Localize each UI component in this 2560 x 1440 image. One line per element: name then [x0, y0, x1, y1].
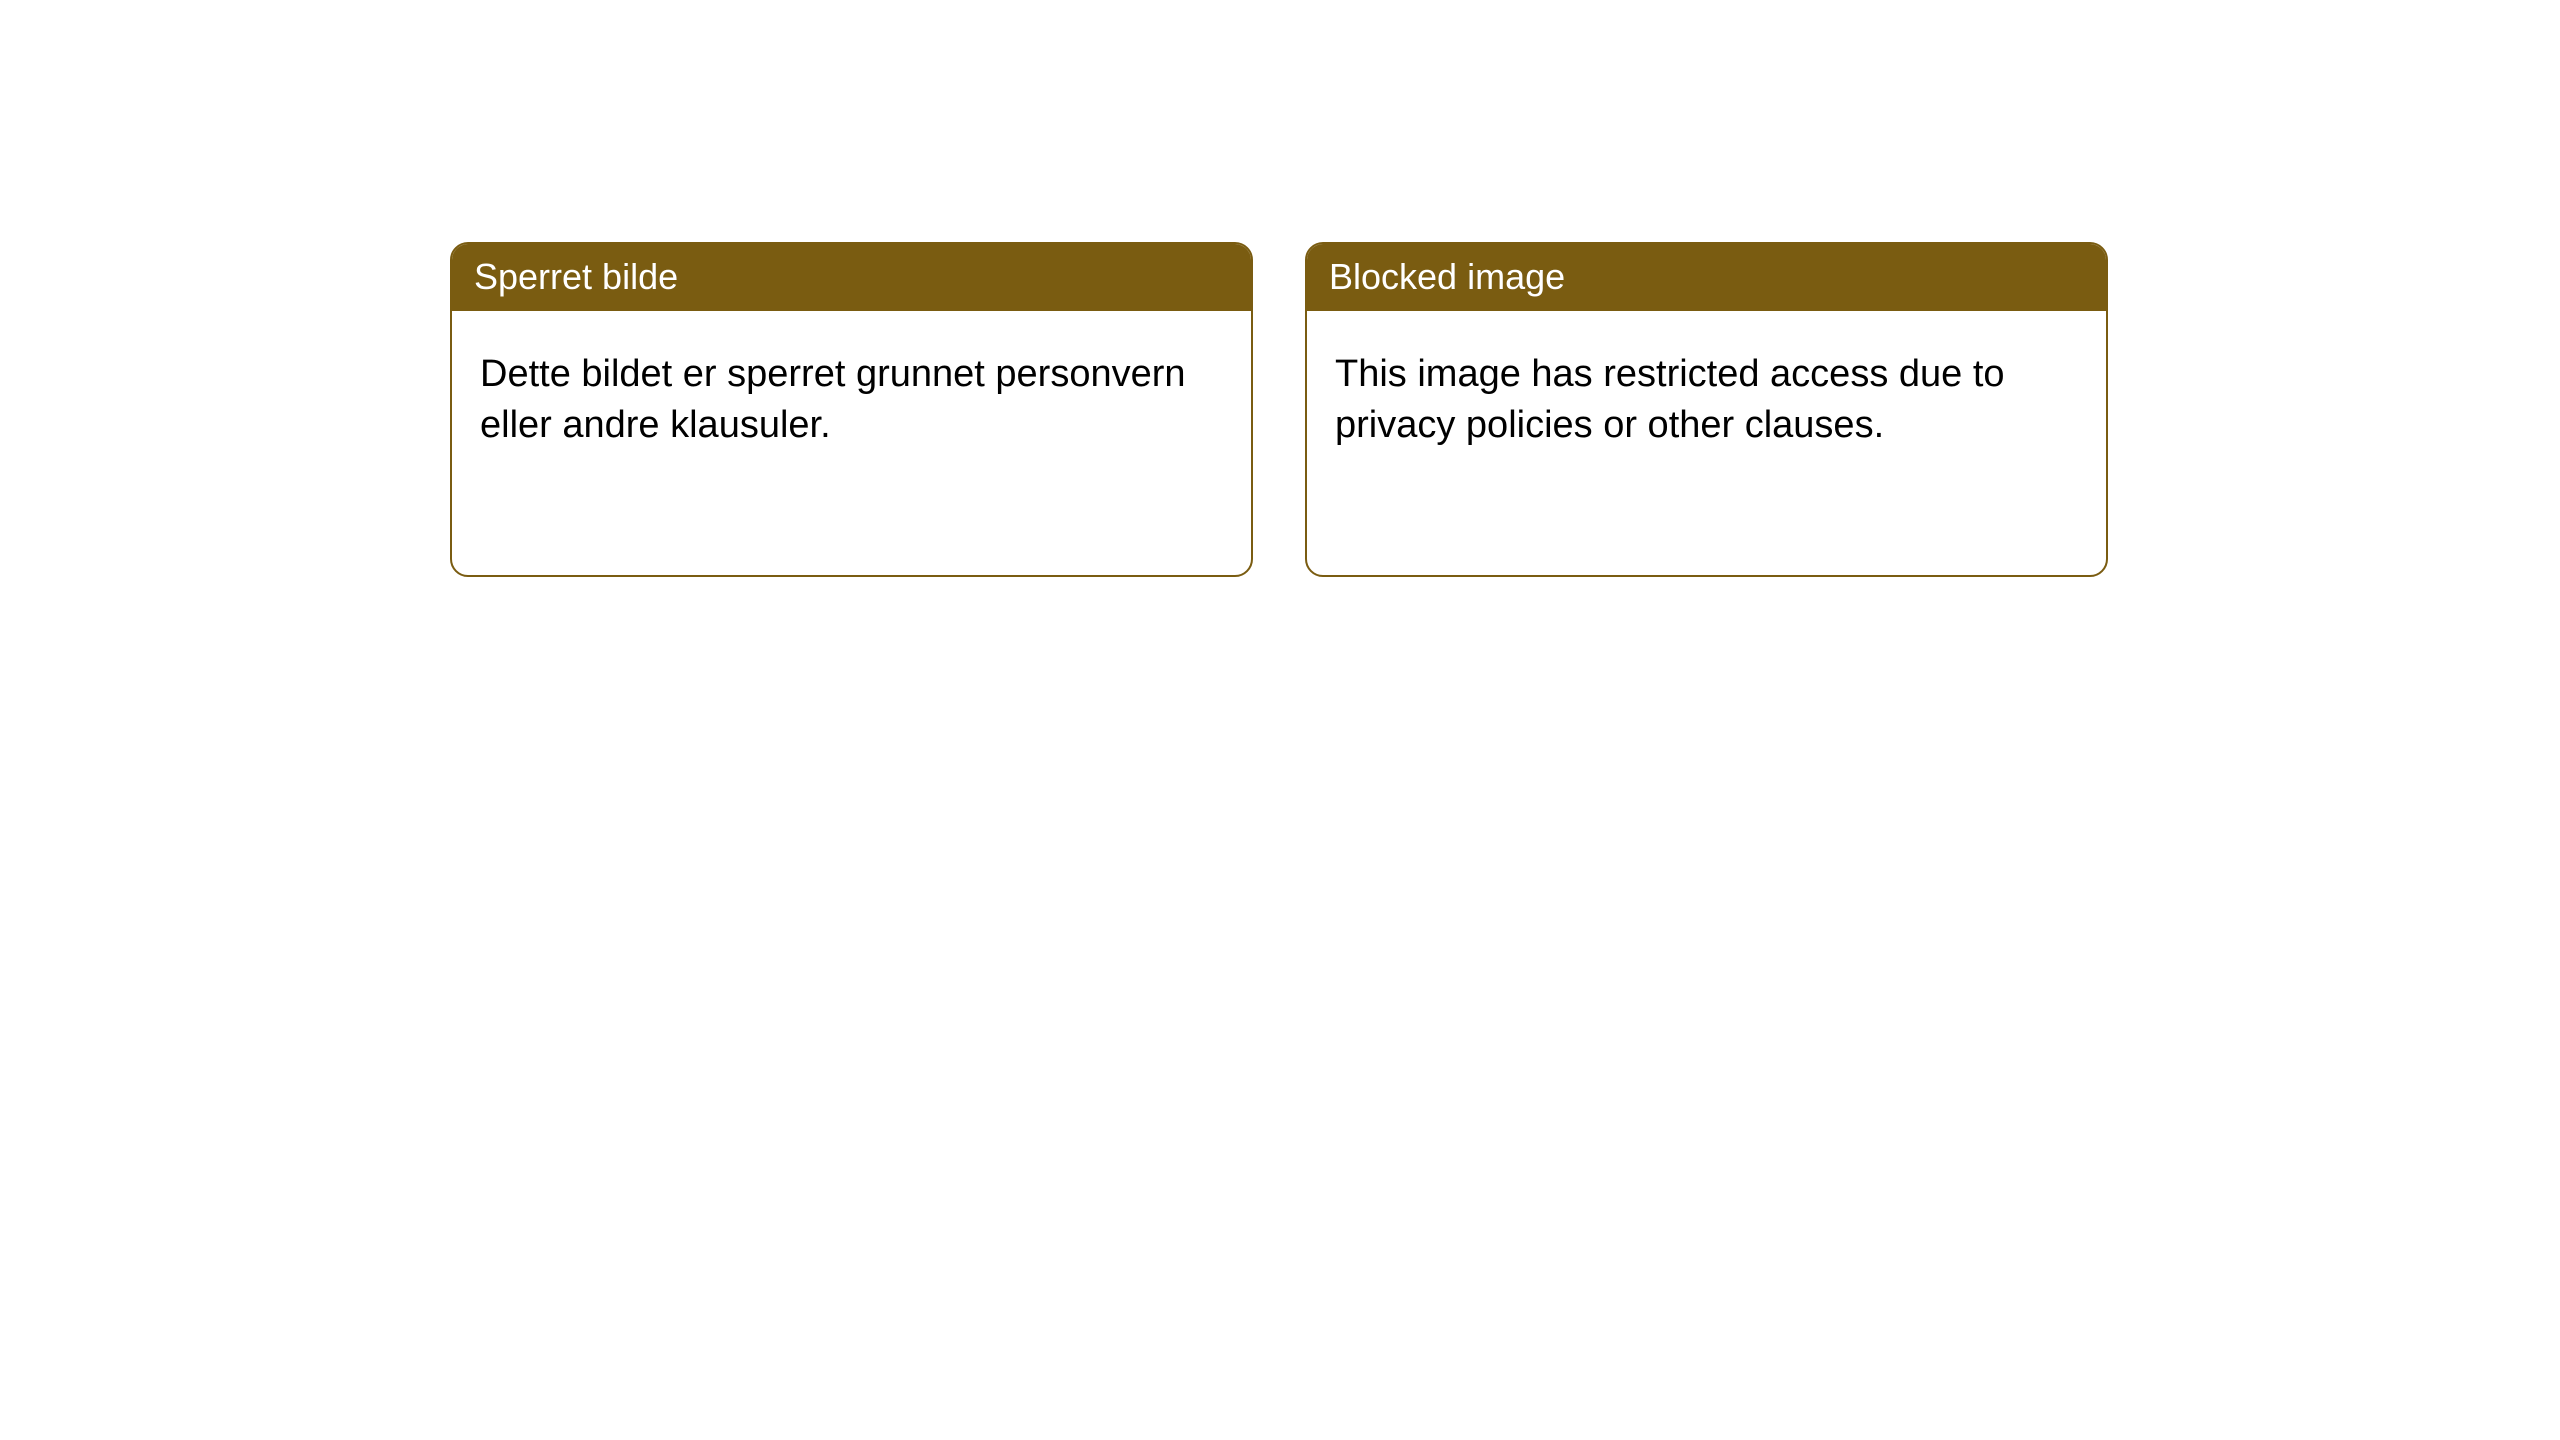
- notice-title-english: Blocked image: [1329, 256, 1565, 297]
- notice-header-norwegian: Sperret bilde: [452, 244, 1251, 311]
- notice-text-english: This image has restricted access due to …: [1335, 353, 2005, 446]
- notice-header-english: Blocked image: [1307, 244, 2106, 311]
- notice-body-norwegian: Dette bildet er sperret grunnet personve…: [452, 311, 1251, 480]
- notice-box-english: Blocked image This image has restricted …: [1305, 242, 2108, 577]
- notice-container: Sperret bilde Dette bildet er sperret gr…: [0, 0, 2560, 577]
- notice-title-norwegian: Sperret bilde: [474, 256, 678, 297]
- notice-body-english: This image has restricted access due to …: [1307, 311, 2106, 480]
- notice-box-norwegian: Sperret bilde Dette bildet er sperret gr…: [450, 242, 1253, 577]
- notice-text-norwegian: Dette bildet er sperret grunnet personve…: [480, 353, 1186, 446]
